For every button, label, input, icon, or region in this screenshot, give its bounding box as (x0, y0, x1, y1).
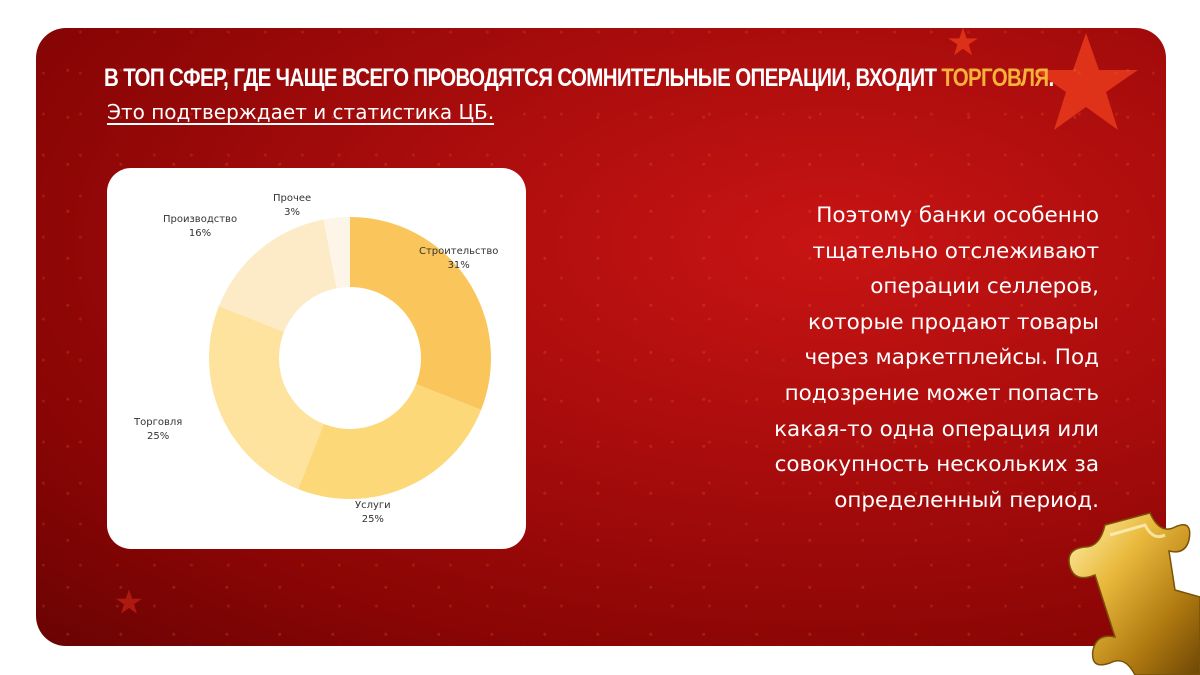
category-label: Строительство (419, 246, 499, 257)
headline-accent: торговля (941, 64, 1049, 92)
chart-label-stroitelstvo: Строительство 31% (419, 245, 498, 273)
donut-slice-5 (323, 217, 350, 289)
donut-slice-1 (350, 217, 491, 410)
donut-slice-4 (218, 219, 337, 332)
headline-main: В топ сфер, где чаще всего проводятся со… (104, 64, 937, 92)
body-line: которые продают товары (807, 309, 1099, 335)
body-line: тщательно отслеживают (812, 238, 1099, 264)
category-label: Прочее (273, 193, 312, 204)
value-label: 25% (147, 431, 170, 442)
body-line: через маркетплейсы. Под (804, 345, 1099, 371)
donut-chart (209, 217, 491, 499)
body-paragraph: Поэтому банки особенно тщательно отслежи… (679, 198, 1099, 518)
body-line: какая-то одна операция или (774, 416, 1099, 442)
category-label: Услуги (355, 500, 391, 511)
star-decoration-icon (948, 28, 978, 56)
puzzle-piece-icon (1068, 512, 1200, 675)
donut-slice-2 (298, 384, 482, 499)
headline-end: . (1048, 64, 1054, 92)
category-label: Торговля (134, 417, 183, 428)
value-label: 25% (361, 514, 384, 525)
chart-card: Строительство 31% Услуги 25% Торговля 25… (107, 168, 526, 549)
value-label: 3% (284, 207, 301, 218)
body-line: Поэтому банки особенно (816, 203, 1099, 228)
star-decoration-icon (1034, 33, 1138, 130)
body-line: операции селлеров, (870, 274, 1099, 300)
star-decoration-icon (116, 589, 142, 614)
body-line: подозрение может попасть (784, 380, 1099, 406)
category-label: Производство (163, 214, 238, 225)
chart-label-uslugi: Услуги 25% (355, 499, 391, 527)
chart-label-proizvodstvo: Производство 16% (163, 213, 237, 241)
body-line: определенный период. (834, 487, 1099, 513)
body-line: совокупность нескольких за (774, 452, 1099, 478)
subheading: Это подтверждает и статистика ЦБ. (107, 100, 495, 124)
chart-label-torgovlya: Торговля 25% (134, 416, 182, 444)
donut-slice-3 (209, 306, 324, 490)
value-label: 31% (447, 260, 470, 271)
value-label: 16% (188, 228, 212, 239)
chart-label-prochee: Прочее 3% (273, 192, 311, 220)
headline: В топ сфер, где чаще всего проводятся со… (104, 64, 1054, 93)
